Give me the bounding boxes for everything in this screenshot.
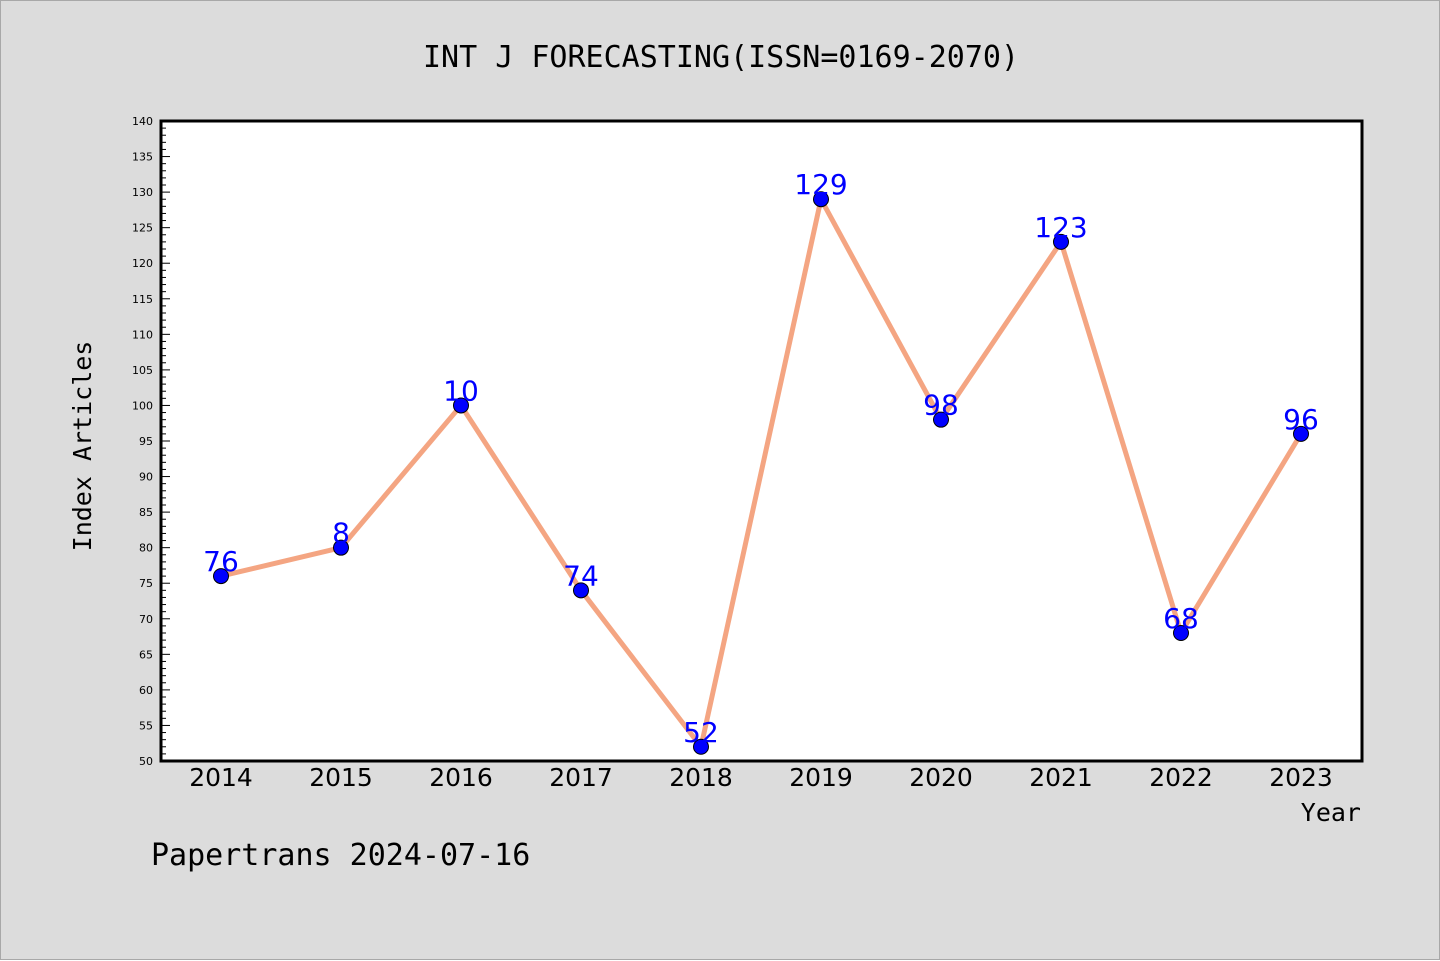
data-point xyxy=(933,411,949,428)
chart-title: INT J FORECASTING(ISSN=0169-2070) xyxy=(423,40,1019,75)
y-axis-tick-labels: 50 55 60 65 70 75 80 85 90 95 100 105 110 115 120 125 13… xyxy=(132,115,153,768)
data-label: 96 xyxy=(1283,403,1319,436)
data-label: 52 xyxy=(683,716,719,749)
y-tick-label: 55 xyxy=(139,719,153,732)
y-tick-label: 50 xyxy=(139,755,153,768)
data-point xyxy=(333,539,349,556)
data-point xyxy=(1053,233,1069,250)
data-label: 68 xyxy=(1163,602,1199,635)
data-point xyxy=(573,582,589,599)
y-axis-ticks xyxy=(161,120,170,762)
x-axis-title: Year xyxy=(1301,798,1361,827)
y-tick-label: 75 xyxy=(139,577,153,590)
x-tick-label: 2017 xyxy=(549,763,613,792)
x-tick-label: 2019 xyxy=(789,763,853,792)
data-label: 76 xyxy=(203,545,239,578)
x-tick-label: 2016 xyxy=(429,763,493,792)
data-label: 98 xyxy=(923,389,959,422)
y-tick-label: 70 xyxy=(139,613,153,626)
x-tick-label: 2015 xyxy=(309,763,373,792)
data-label: 129 xyxy=(794,168,847,201)
y-tick-label: 60 xyxy=(139,684,153,697)
x-axis-tick-labels: 2014 2015 2016 2017 2018 2019 2020 2021 2022 2023 xyxy=(189,763,1333,792)
data-label: 8 xyxy=(332,517,350,550)
x-tick-label: 2020 xyxy=(909,763,973,792)
plot-area xyxy=(159,119,1364,763)
x-tick-label: 2023 xyxy=(1269,763,1333,792)
y-tick-label: 105 xyxy=(132,364,153,377)
y-tick-label: 115 xyxy=(132,293,153,306)
data-point xyxy=(213,568,229,585)
y-axis-title: Index Articles xyxy=(68,341,97,552)
y-tick-label: 90 xyxy=(139,471,153,484)
data-label: 10 xyxy=(443,374,479,407)
x-tick-label: 2014 xyxy=(189,763,253,792)
y-tick-label: 80 xyxy=(139,542,153,555)
data-point xyxy=(693,738,709,755)
y-tick-label: 65 xyxy=(139,648,153,661)
y-tick-label: 125 xyxy=(132,222,153,235)
data-markers xyxy=(213,191,1309,755)
data-point xyxy=(1293,425,1309,442)
data-labels: 76 8 10 74 52 129 98 123 68 96 xyxy=(203,168,1319,749)
y-tick-label: 110 xyxy=(132,328,153,341)
y-tick-label: 120 xyxy=(132,257,153,270)
x-tick-label: 2018 xyxy=(669,763,733,792)
y-tick-label: 140 xyxy=(132,115,153,128)
y-tick-label: 130 xyxy=(132,186,153,199)
y-tick-label: 135 xyxy=(132,151,153,164)
y-tick-label: 85 xyxy=(139,506,153,519)
y-tick-label: 100 xyxy=(132,399,153,412)
x-tick-label: 2021 xyxy=(1029,763,1093,792)
source-credit: Papertrans 2024-07-16 xyxy=(151,838,530,873)
x-tick-label: 2022 xyxy=(1149,763,1213,792)
data-point xyxy=(1173,625,1189,641)
data-label: 123 xyxy=(1034,211,1087,244)
y-tick-label: 95 xyxy=(139,435,153,448)
data-point xyxy=(813,191,829,208)
data-point xyxy=(453,397,469,414)
series-line xyxy=(218,196,1304,750)
data-label: 74 xyxy=(563,559,599,592)
